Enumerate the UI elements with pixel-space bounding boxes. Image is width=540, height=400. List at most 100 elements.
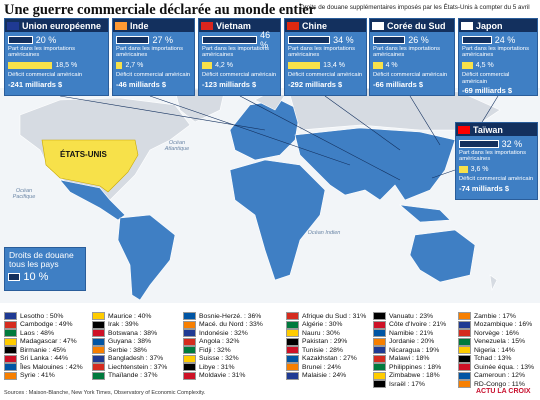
legend-flag bbox=[286, 329, 299, 337]
legend-text: Kazakhstan : 27% bbox=[302, 355, 357, 362]
country-box: Vietnam 46 % Part dans les importations am… bbox=[198, 18, 281, 96]
country-name: Chine bbox=[302, 20, 328, 31]
country-box: Corée du Sud 26 % Part dans les importatio… bbox=[369, 18, 455, 96]
country-box: Union européenne 20 % Part dans les import… bbox=[4, 18, 109, 96]
legend-text: Laos : 48% bbox=[20, 329, 55, 337]
share-value: 18,5 % bbox=[55, 62, 78, 70]
legend-flag bbox=[92, 320, 105, 329]
tariff-row: 27 % bbox=[113, 34, 194, 45]
tariff-bar bbox=[288, 35, 331, 44]
legend-entry: Kazakhstan : 27% bbox=[286, 354, 357, 363]
legend-flag bbox=[183, 363, 196, 371]
legend-flag bbox=[458, 320, 471, 329]
legend-entry: Algérie : 30% bbox=[286, 320, 342, 329]
legend-entry: Mozambique : 16% bbox=[458, 320, 533, 329]
share-row: 3,6 % bbox=[456, 164, 537, 175]
deficit-value: -74 milliards $ bbox=[459, 183, 510, 193]
legend-flag bbox=[286, 354, 299, 363]
tariff-row: 32 % bbox=[456, 138, 537, 149]
share-bar bbox=[459, 166, 468, 174]
share-bar bbox=[373, 62, 383, 70]
legend-text: Sri Lanka : 44% bbox=[20, 355, 68, 362]
legend-text: Serbie : 38% bbox=[108, 346, 147, 354]
legend-text: Vanuatu : 23% bbox=[389, 312, 434, 320]
legend-text: Tunisie : 28% bbox=[302, 346, 343, 354]
legend-flag bbox=[458, 380, 471, 388]
legend-flag bbox=[4, 312, 17, 320]
deficit-label: Déficit commercial américain bbox=[116, 72, 191, 79]
tariff-row: 20 % bbox=[5, 34, 108, 45]
legend-flag bbox=[183, 312, 196, 320]
pointer bbox=[239, 95, 401, 181]
legend-flag bbox=[373, 320, 386, 329]
legend-entry: Côte d'Ivoire : 21% bbox=[373, 320, 446, 329]
source: Sources : Maison-Blanche, New York Times… bbox=[4, 390, 206, 396]
tariff-bar bbox=[202, 35, 258, 44]
legend-entry: Cambodge : 49% bbox=[4, 320, 73, 329]
legend-flag bbox=[373, 363, 386, 371]
legend-entry: Angola : 32% bbox=[183, 337, 239, 346]
flag bbox=[461, 21, 473, 30]
legend-flag bbox=[183, 354, 196, 363]
legend-text: Madagascar : 47% bbox=[20, 338, 77, 345]
share-bar bbox=[202, 62, 213, 70]
legend-text: Libye : 31% bbox=[199, 363, 235, 371]
legend-text: Pakistan : 29% bbox=[302, 338, 348, 345]
legend-entry: Guyana : 38% bbox=[92, 337, 151, 346]
legend-text: Birmanie : 45% bbox=[20, 346, 67, 354]
legend-flag bbox=[183, 371, 196, 380]
tariff-bar bbox=[462, 35, 492, 44]
legend-flag bbox=[92, 371, 105, 380]
legend-entry: Venezuela : 15% bbox=[458, 337, 525, 346]
tariff-row: 46 % bbox=[199, 30, 280, 50]
legend-text: Philippines : 18% bbox=[389, 363, 442, 371]
legend-flag bbox=[4, 354, 17, 363]
legend-text: Lesotho : 50% bbox=[20, 312, 64, 320]
legend-entry: Nauru : 30% bbox=[286, 329, 340, 337]
legend-flag bbox=[373, 380, 386, 388]
tariff-row: 26 % bbox=[370, 34, 454, 45]
tariff-value: 32 % bbox=[501, 138, 523, 149]
legend-entry: Bangladesh : 37% bbox=[92, 354, 163, 363]
country-name: Japon bbox=[476, 20, 503, 31]
legend-flag bbox=[458, 329, 471, 337]
legend-text: Mozambique : 16% bbox=[474, 321, 533, 328]
share-row: 13,4 % bbox=[285, 60, 366, 71]
flag bbox=[201, 21, 213, 30]
legend-entry: Indonésie : 32% bbox=[183, 329, 248, 337]
legend-flag bbox=[183, 320, 196, 329]
tariff-bar bbox=[8, 35, 33, 44]
share-value: 2,7 % bbox=[125, 62, 144, 70]
legend-flag bbox=[4, 329, 17, 337]
legend-text: Nigeria : 14% bbox=[474, 346, 515, 354]
global-box: Droits de douane tous les pays 10 % bbox=[4, 247, 86, 291]
legend-entry: Namibie : 21% bbox=[373, 329, 433, 337]
deficit-value: -292 milliards $ bbox=[288, 79, 343, 89]
legend-flag bbox=[458, 312, 471, 320]
share-value: 4,5 % bbox=[475, 62, 494, 70]
legend-entry: Afrique du Sud : 31% bbox=[286, 312, 366, 320]
legend-entry: Liechtenstein : 37% bbox=[92, 363, 167, 371]
legend-text: Nauru : 30% bbox=[302, 329, 340, 337]
deficit-label: Déficit commercial américain bbox=[288, 72, 363, 79]
legend-entry: Guinée équa. : 13% bbox=[458, 363, 534, 371]
legend-entry: Cameroun : 12% bbox=[458, 371, 525, 380]
legend-flag bbox=[286, 320, 299, 329]
flag bbox=[115, 21, 127, 30]
legend-text: Moldavie : 31% bbox=[199, 372, 246, 379]
legend-text: Syrie : 41% bbox=[20, 372, 55, 379]
share-label: Part dans les importations américaines bbox=[8, 46, 76, 59]
tariff-row: 34 % bbox=[285, 34, 366, 45]
share-label: Part dans les importations américaines bbox=[116, 46, 184, 59]
legend-flag bbox=[458, 346, 471, 354]
legend-text: Zimbabwe : 18% bbox=[389, 372, 440, 379]
box-header: Japon bbox=[459, 19, 537, 32]
legend-text: Thaïlande : 37% bbox=[108, 372, 158, 379]
legend-text: Malawi : 18% bbox=[389, 355, 430, 362]
ocean-label: Océan Atlantique bbox=[164, 140, 190, 152]
share-bar bbox=[116, 62, 123, 70]
legend-text: Zambie : 17% bbox=[474, 312, 516, 320]
usa-label: ÉTATS-UNIS bbox=[60, 150, 107, 159]
legend-flag bbox=[4, 337, 17, 346]
tariff-value: 10 % bbox=[23, 270, 49, 283]
